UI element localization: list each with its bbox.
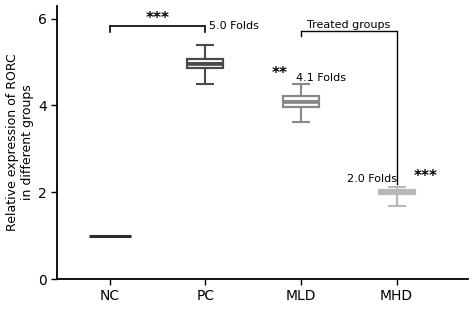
Text: **: ** — [272, 66, 288, 81]
Text: 4.1 Folds: 4.1 Folds — [296, 73, 346, 83]
Bar — [379, 190, 415, 194]
Text: Treated groups: Treated groups — [307, 20, 391, 30]
Text: 2.0 Folds: 2.0 Folds — [347, 174, 397, 184]
Text: ***: *** — [414, 168, 438, 184]
Text: 5.0 Folds: 5.0 Folds — [209, 21, 259, 32]
Text: ***: *** — [146, 11, 170, 26]
Bar — [283, 96, 319, 107]
Bar — [187, 58, 224, 69]
Y-axis label: Relative expression of RORC
in different groups: Relative expression of RORC in different… — [6, 53, 34, 231]
